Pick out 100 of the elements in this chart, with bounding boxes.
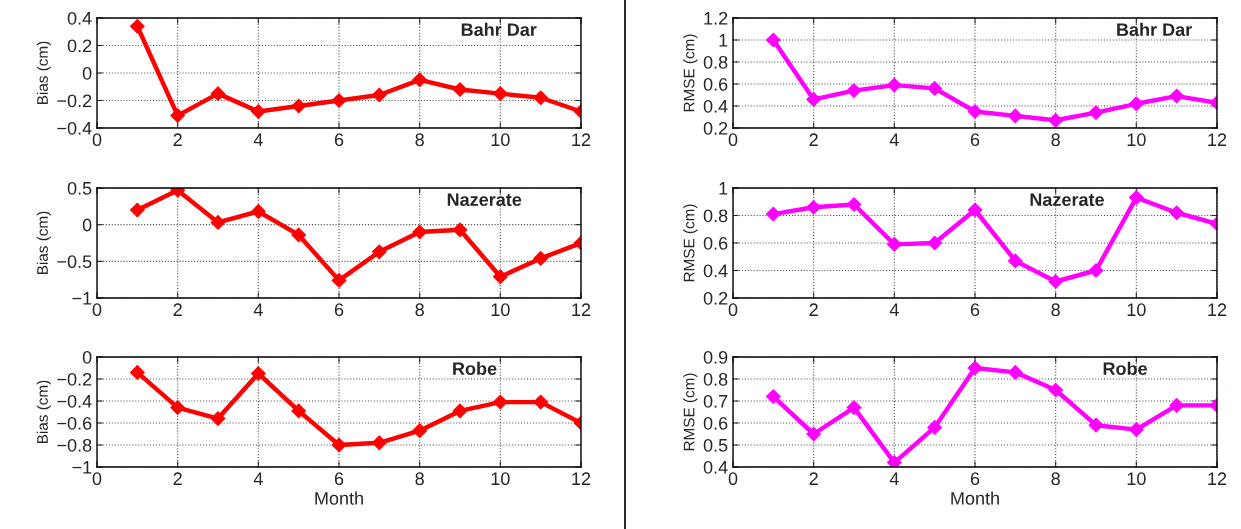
point: [1007, 253, 1023, 269]
y-tick-label: −1: [72, 292, 92, 305]
point: [886, 77, 902, 93]
y-axis-title: Bias (cm): [36, 211, 51, 274]
y-tick-label: 0.2: [703, 121, 728, 135]
y-axis-title: RMSE (cm): [683, 204, 698, 282]
point: [1088, 417, 1104, 433]
point: [765, 389, 781, 404]
x-tick-label: 4: [889, 133, 899, 146]
annotation: Nazerate: [1030, 193, 1104, 207]
point: [291, 403, 307, 419]
x-tick-label: 4: [253, 133, 263, 146]
y-tick-label: 0.2: [67, 39, 92, 53]
point: [492, 394, 508, 410]
point: [1007, 108, 1023, 124]
point: [533, 394, 549, 410]
point: [806, 199, 822, 215]
point: [492, 86, 508, 102]
y-tick-label: 0.6: [703, 236, 728, 250]
y-tick-label: 0.4: [67, 11, 92, 25]
x-tick-label: 10: [491, 133, 510, 147]
annotation: Robe: [453, 361, 497, 376]
y-tick-label: −0.5: [57, 255, 92, 269]
point: [452, 82, 468, 97]
x-tick-label: 0: [728, 133, 738, 147]
point: [129, 365, 145, 380]
point: [1048, 112, 1064, 128]
point: [371, 435, 387, 451]
x-tick-label: 10: [491, 303, 510, 317]
point: [967, 104, 983, 119]
y-tick-label: 0.8: [703, 209, 728, 223]
point: [1169, 398, 1185, 413]
point: [210, 411, 226, 426]
y-tick-label: 0.9: [703, 350, 728, 364]
y-tick-label: −0.6: [57, 416, 92, 430]
point: [927, 420, 943, 435]
point: [129, 18, 145, 34]
y-tick-label: 0: [82, 218, 92, 232]
x-tick-label: 4: [889, 303, 899, 316]
y-tick-label: −0.8: [57, 438, 92, 452]
point: [886, 236, 902, 252]
point: [412, 423, 428, 439]
point: [967, 202, 983, 218]
y-tick-label: 0.4: [703, 99, 728, 113]
point: [291, 98, 307, 114]
point: [412, 224, 428, 240]
y-tick-label: −0.4: [57, 394, 92, 408]
x-tick-label: 8: [415, 303, 424, 317]
y-axis-title: Bias (cm): [36, 41, 51, 104]
y-tick-label: 0.8: [703, 372, 728, 386]
point: [331, 437, 347, 453]
point: [250, 104, 266, 119]
point: [1088, 105, 1104, 120]
y-tick-label: 0.5: [67, 181, 92, 195]
point: [250, 366, 266, 381]
x-tick-label: 8: [1051, 472, 1060, 486]
y-axis-title: RMSE (cm): [683, 34, 698, 112]
x-tick-label: 10: [1127, 133, 1146, 147]
x-tick-label: 8: [1051, 303, 1060, 317]
y-tick-label: 1.2: [704, 11, 728, 25]
y-tick-label: 1: [719, 34, 728, 47]
point: [1048, 382, 1064, 398]
y-tick-label: −0.2: [57, 372, 92, 386]
point: [492, 269, 508, 285]
point: [533, 90, 549, 106]
point: [129, 202, 145, 218]
point: [170, 400, 186, 415]
point: [806, 426, 822, 442]
point: [412, 72, 428, 88]
y-tick-label: 0.6: [703, 416, 728, 430]
point: [291, 227, 307, 243]
point: [250, 204, 266, 219]
point: [846, 400, 862, 415]
x-tick-label: 6: [970, 303, 980, 317]
point: [846, 83, 862, 98]
y-tick-label: 0.4: [703, 460, 728, 474]
point: [806, 92, 822, 107]
point: [371, 244, 387, 260]
x-tick-label: 6: [970, 472, 980, 486]
x-tick-label: 2: [809, 303, 818, 316]
x-tick-label: 2: [173, 133, 182, 146]
point: [331, 273, 347, 288]
y-tick-label: 0.7: [703, 394, 728, 408]
point: [331, 93, 347, 108]
y-tick-label: −1: [72, 461, 92, 474]
annotation: Robe: [1103, 361, 1147, 376]
point: [1169, 205, 1185, 221]
point: [1007, 365, 1023, 380]
x-axis-title: Month: [315, 491, 363, 505]
x-tick-label: 0: [728, 472, 738, 486]
x-tick-label: 6: [334, 133, 344, 147]
point: [371, 87, 387, 103]
x-tick-label: 10: [1127, 303, 1146, 317]
point: [533, 251, 549, 266]
x-tick-label: 12: [1208, 303, 1227, 316]
point: [927, 235, 943, 251]
point: [765, 32, 781, 48]
x-tick-label: 12: [572, 472, 591, 485]
x-axis-title: Month: [951, 491, 999, 505]
x-tick-label: 0: [728, 303, 738, 317]
